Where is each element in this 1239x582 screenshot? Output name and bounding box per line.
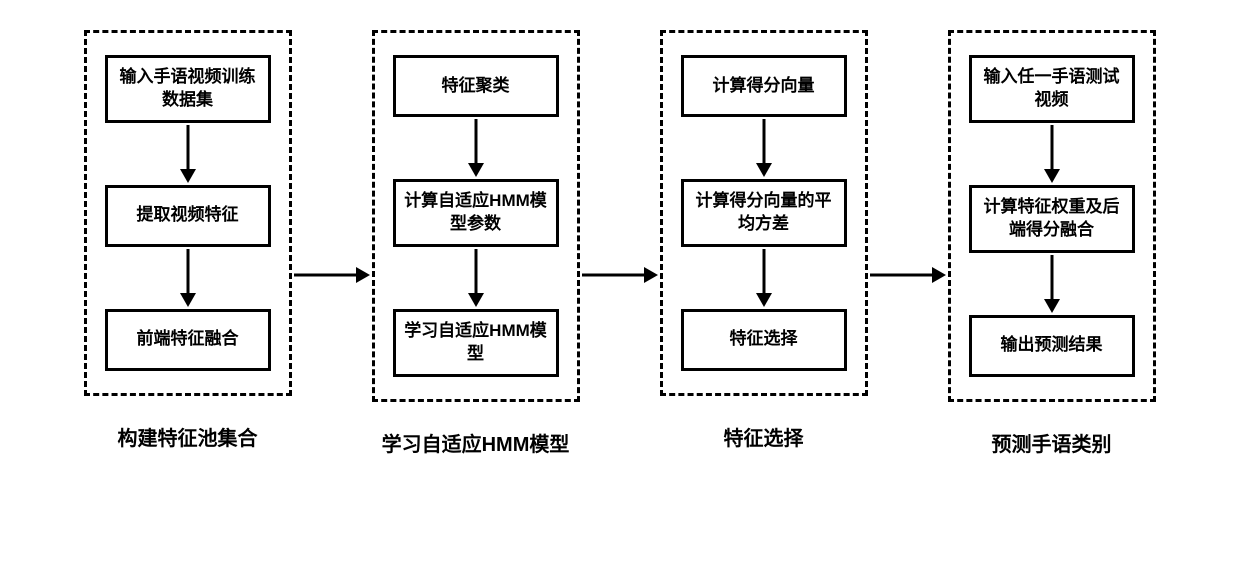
arrow-down-icon bbox=[751, 117, 777, 179]
node-3-1: 计算得分向量 bbox=[681, 55, 847, 117]
group-2-box: 特征聚类 计算自适应HMM模型参数 学习自适应HMM模型 bbox=[372, 30, 580, 402]
arrow-down-icon bbox=[1039, 123, 1065, 185]
group-1: 输入手语视频训练数据集 提取视频特征 前端特征融合 构建特征池集合 bbox=[84, 30, 292, 451]
node-4-2: 计算特征权重及后端得分融合 bbox=[969, 185, 1135, 253]
arrow-right-icon bbox=[292, 262, 372, 288]
node-1-2: 提取视频特征 bbox=[105, 185, 271, 247]
group-1-label: 构建特征池集合 bbox=[118, 422, 258, 451]
group-3-label: 特征选择 bbox=[724, 422, 804, 451]
arrow-down-icon bbox=[463, 247, 489, 309]
arrow-right-icon bbox=[580, 262, 660, 288]
group-4-box: 输入任一手语测试视频 计算特征权重及后端得分融合 输出预测结果 bbox=[948, 30, 1156, 402]
group-2-label: 学习自适应HMM模型 bbox=[382, 428, 570, 457]
arrow-down-icon bbox=[175, 247, 201, 309]
node-4-1: 输入任一手语测试视频 bbox=[969, 55, 1135, 123]
group-1-box: 输入手语视频训练数据集 提取视频特征 前端特征融合 bbox=[84, 30, 292, 396]
group-4-label: 预测手语类别 bbox=[992, 428, 1112, 457]
flowchart: 输入手语视频训练数据集 提取视频特征 前端特征融合 构建特征池集合 特征聚类 计… bbox=[20, 30, 1219, 457]
node-3-3: 特征选择 bbox=[681, 309, 847, 371]
node-2-1: 特征聚类 bbox=[393, 55, 559, 117]
arrow-down-icon bbox=[1039, 253, 1065, 315]
arrow-right-icon bbox=[868, 262, 948, 288]
node-1-3: 前端特征融合 bbox=[105, 309, 271, 371]
arrow-down-icon bbox=[751, 247, 777, 309]
node-1-1: 输入手语视频训练数据集 bbox=[105, 55, 271, 123]
group-4: 输入任一手语测试视频 计算特征权重及后端得分融合 输出预测结果 预测手语类别 bbox=[948, 30, 1156, 457]
arrow-down-icon bbox=[175, 123, 201, 185]
node-3-2: 计算得分向量的平均方差 bbox=[681, 179, 847, 247]
node-4-3: 输出预测结果 bbox=[969, 315, 1135, 377]
group-3: 计算得分向量 计算得分向量的平均方差 特征选择 特征选择 bbox=[660, 30, 868, 451]
group-2: 特征聚类 计算自适应HMM模型参数 学习自适应HMM模型 学习自适应HMM模型 bbox=[372, 30, 580, 457]
group-3-box: 计算得分向量 计算得分向量的平均方差 特征选择 bbox=[660, 30, 868, 396]
node-2-2: 计算自适应HMM模型参数 bbox=[393, 179, 559, 247]
node-2-3: 学习自适应HMM模型 bbox=[393, 309, 559, 377]
arrow-down-icon bbox=[463, 117, 489, 179]
